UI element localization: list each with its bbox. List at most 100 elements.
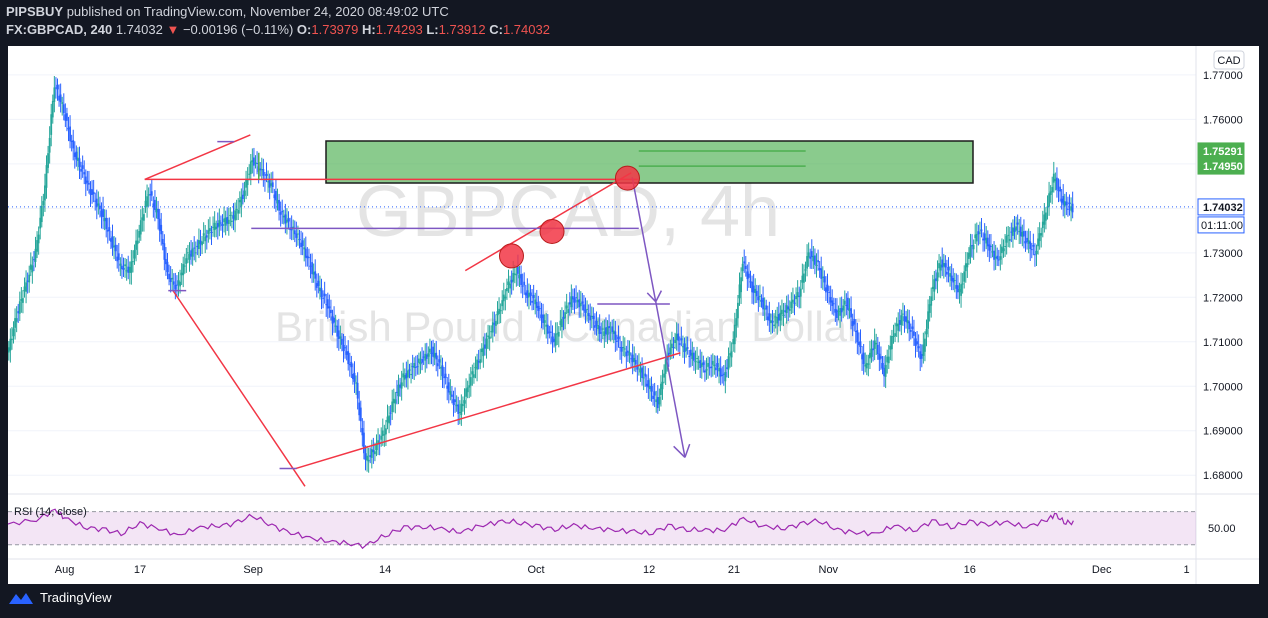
candle-body (496, 311, 499, 316)
rsi-pane[interactable]: RSI (14, close) 50.00 (8, 493, 1259, 550)
candle-body (249, 161, 252, 175)
candle-body (427, 353, 430, 357)
candle-body (553, 338, 555, 342)
candle-body (15, 318, 18, 322)
candle-body (133, 249, 136, 259)
candle-body (876, 344, 879, 354)
candle-body (397, 384, 400, 397)
candle-body (608, 326, 610, 329)
candle-body (138, 231, 141, 238)
candle-body (312, 271, 315, 275)
candle-body (171, 277, 174, 280)
candle-body (262, 169, 265, 176)
candle-body (534, 299, 537, 305)
candle-body (542, 314, 544, 323)
candle-body (119, 263, 122, 266)
candle-body (248, 173, 251, 175)
candle-body (337, 330, 340, 339)
candle-body (623, 348, 626, 350)
candle-body (870, 348, 873, 357)
chart-frame[interactable]: GBPCAD, 4h British Pound / Canadian Doll… (8, 46, 1259, 584)
candle-body (282, 215, 285, 218)
candle-body (246, 179, 249, 186)
time-axis[interactable]: Aug 17 Sep 14 Oct 12 21 Nov 16 Dec 1 (8, 558, 1259, 576)
candle-body (719, 368, 722, 377)
candle-body (84, 176, 87, 185)
candle-body (342, 344, 345, 351)
candles (8, 75, 1074, 473)
candle-body (55, 87, 57, 89)
candle-body (590, 315, 593, 317)
candle-body (128, 266, 131, 273)
candle-body (869, 352, 871, 359)
candle-body (688, 355, 691, 358)
candle-body (99, 205, 101, 210)
candle-body (363, 432, 365, 454)
candle-body (323, 293, 326, 297)
candle-body (330, 309, 332, 314)
price-axis[interactable]: CAD1.770001.760001.750001.740001.730001.… (1195, 46, 1245, 584)
tradingview-logo-icon (9, 592, 33, 604)
candle-body (722, 373, 725, 375)
candle-body (143, 214, 145, 221)
candle-body (656, 397, 659, 409)
price-chart[interactable]: GBPCAD, 4h British Pound / Canadian Doll… (8, 46, 1259, 584)
candle-body (925, 329, 928, 335)
candle-body (388, 415, 390, 424)
candle-body (105, 217, 108, 230)
candle-body (798, 295, 801, 297)
candle-body (554, 333, 557, 346)
drawings[interactable] (8, 134, 1196, 487)
candle-body (223, 218, 225, 223)
candle-body (671, 343, 673, 348)
candle-body (359, 407, 362, 422)
symbol-label[interactable]: FX:GBPCAD, 240 (6, 22, 113, 37)
candle-body (73, 152, 76, 157)
time-tick: Aug (55, 564, 75, 576)
tradingview-logo[interactable]: TradingView (8, 590, 112, 605)
candle-body (408, 369, 411, 371)
candle-body (630, 358, 632, 360)
candle-body (946, 271, 948, 275)
published-text: published on TradingView.com, November 2… (66, 4, 449, 19)
candle-body (485, 338, 488, 349)
candle-body (960, 284, 962, 296)
candle-body (512, 272, 515, 282)
candle-body (510, 279, 513, 283)
candle-body (581, 301, 584, 304)
candle-body (548, 331, 551, 333)
candle-body (730, 351, 733, 358)
candle-body (737, 302, 739, 319)
price-label: 1.74950 (1203, 161, 1243, 173)
watermark: GBPCAD, 4h British Pound / Canadian Doll… (275, 172, 861, 350)
candle-body (125, 270, 128, 272)
candle-body (826, 284, 829, 292)
candle-body (936, 272, 939, 282)
close-label: C: (489, 22, 503, 37)
candle-body (880, 356, 882, 359)
publisher-name[interactable]: PIPSBUY (6, 4, 64, 19)
last-price: 1.74032 (115, 22, 163, 37)
candle-body (881, 363, 884, 369)
candle-body (584, 309, 587, 313)
candle-body (697, 361, 700, 363)
candle-body (891, 335, 893, 350)
candle-body (743, 261, 746, 264)
candle-body (488, 336, 491, 339)
candle-body (127, 266, 130, 273)
candle-body (768, 313, 771, 321)
candle-body (828, 291, 830, 293)
candle-body (407, 370, 409, 378)
candle-body (385, 428, 387, 435)
candle-body (795, 296, 797, 300)
candle-body (440, 367, 442, 369)
candle-body (100, 210, 103, 217)
candle-body (766, 316, 769, 320)
candle-body (770, 320, 772, 324)
supply-zone[interactable] (325, 140, 974, 184)
candle-body (297, 233, 299, 235)
publish-line: PIPSBUY published on TradingView.com, No… (6, 4, 449, 19)
candle-body (356, 382, 359, 399)
candle-body (352, 373, 354, 380)
price-change: −0.00196 (−0.11%) (182, 22, 294, 37)
